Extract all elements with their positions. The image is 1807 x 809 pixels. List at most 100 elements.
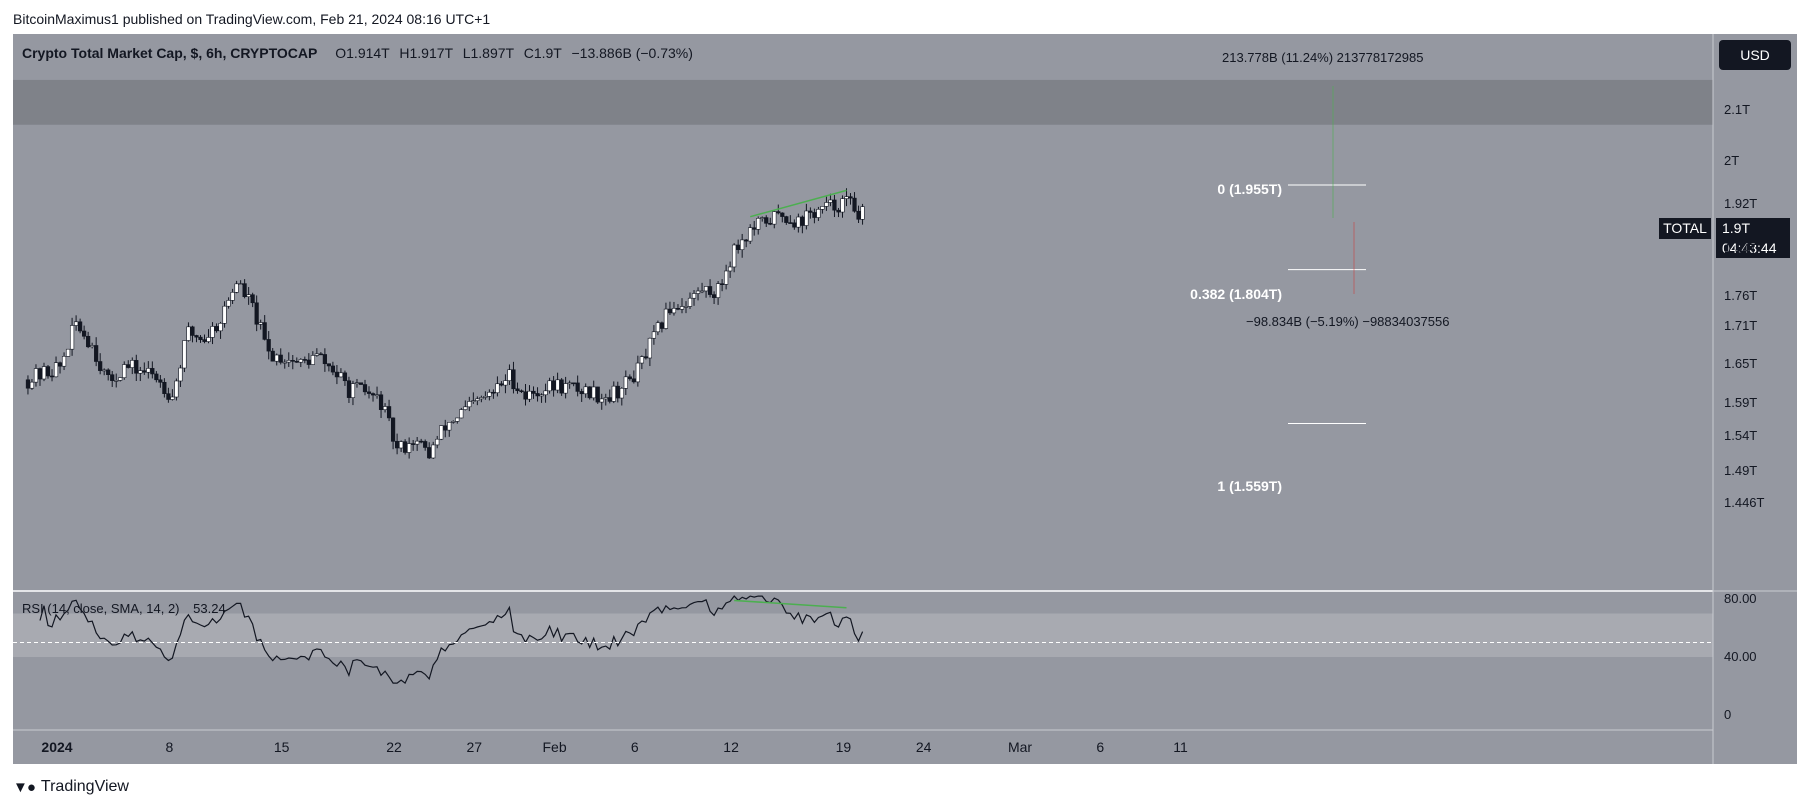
time-axis-label: Mar [1007,739,1033,755]
candle-up [479,397,484,400]
candle-down [627,376,632,380]
rsi-trend-line [734,599,847,609]
candle-up [503,380,508,386]
candle-down [86,335,91,348]
price-axis-label: 1.65T [1724,355,1758,371]
candle-down [278,354,283,363]
candle-up [840,198,845,213]
candle-up [431,444,436,459]
rsi-axis-label: 40.00 [1724,649,1757,664]
candle-down [250,294,255,304]
candle-up [467,401,472,408]
candle-down [214,326,219,332]
candle-down [330,365,336,373]
candle-up [611,385,616,402]
candle-down [154,373,159,381]
candle-up [563,383,568,394]
candle-down [45,366,51,377]
tradingview-brand[interactable]: ▼● TradingView [13,778,129,796]
time-axis-label: 27 [466,739,483,755]
candle-down [82,330,87,337]
currency-button[interactable]: USD [1719,40,1791,70]
candle-down [587,386,592,399]
attribution-text: BitcoinMaximus1 published on TradingView… [13,11,491,27]
candle-up [603,397,608,400]
candle-down [744,239,749,242]
candle-up [591,386,596,399]
candle-up [170,396,175,400]
candle-up [407,443,412,453]
candle-up [447,422,452,431]
candle-up [274,354,279,362]
ohlc-close: C1.9T [523,45,562,61]
candle-up [691,293,697,299]
candle-up [724,270,729,285]
candle-down [836,209,841,213]
rsi-group [13,595,1713,685]
time-axis-label: 15 [273,739,290,755]
ohlc-low: L1.897T [462,45,514,61]
candle-up [639,356,644,364]
candle-up [451,421,456,423]
candle-up [583,386,588,395]
candle-down [780,212,785,217]
candle-down [800,216,805,226]
candle-up [740,239,745,250]
price-axis-label: 1.49T [1724,463,1758,479]
candle-down [98,361,103,371]
candle-up [69,325,75,350]
candle-up [174,380,179,398]
candle-down [411,443,416,445]
candle-down [162,381,167,394]
candle-up [33,368,39,383]
candle-down [615,385,620,399]
candle-down [334,371,340,378]
candle-up [102,369,107,372]
ohlc-high: H1.917T [399,45,453,61]
candle-up [860,206,865,220]
candle-up [471,400,476,402]
candle-down [579,391,584,395]
candle-up [671,308,677,314]
candle-down [788,222,793,224]
candle-up [298,359,303,363]
candle-down [808,210,813,213]
candle-up [820,206,825,210]
candle-down [158,379,163,383]
candle-up [828,199,833,203]
measure-up-label: 213.778B (11.24%) 213778172985 [1222,50,1424,65]
price-axis-label: 1.71T [1724,318,1758,334]
symbol-title[interactable]: Crypto Total Market Cap, $, 6h, CRYPTOCA… [22,45,318,61]
candle-up [495,383,500,394]
candle-down [262,322,267,340]
candle-down [202,339,207,342]
rsi-axis-label: 80.00 [1724,591,1757,606]
candle-down [631,378,636,383]
fib-level-1[interactable]: 1 (1.559T) [1217,478,1282,494]
candle-up [65,348,71,357]
fib-level-0[interactable]: 0 (1.955T) [1217,181,1282,197]
price-axis-label: 1.76T [1724,287,1758,303]
candle-up [475,398,480,401]
price-trend-line [750,189,847,218]
candle-down [519,390,524,393]
candle-down [736,244,741,250]
time-axis-label: 19 [835,739,852,755]
candle-down [792,222,797,228]
rsi-label[interactable]: RSI (14, close, SMA, 14, 2) [22,601,180,616]
candle-down [37,368,43,380]
candle-down [707,286,713,295]
candle-up [61,356,67,367]
candle-down [643,356,648,359]
fib-level-0382[interactable]: 0.382 (1.804T) [1190,286,1282,302]
candle-up [487,391,492,397]
candle-down [852,197,857,212]
candle-up [258,322,263,325]
candle-up [114,380,119,382]
candle-down [270,350,275,362]
candle-up [222,305,227,324]
candle-down [294,361,299,363]
candle-up [703,286,709,292]
candle-up [459,409,464,419]
